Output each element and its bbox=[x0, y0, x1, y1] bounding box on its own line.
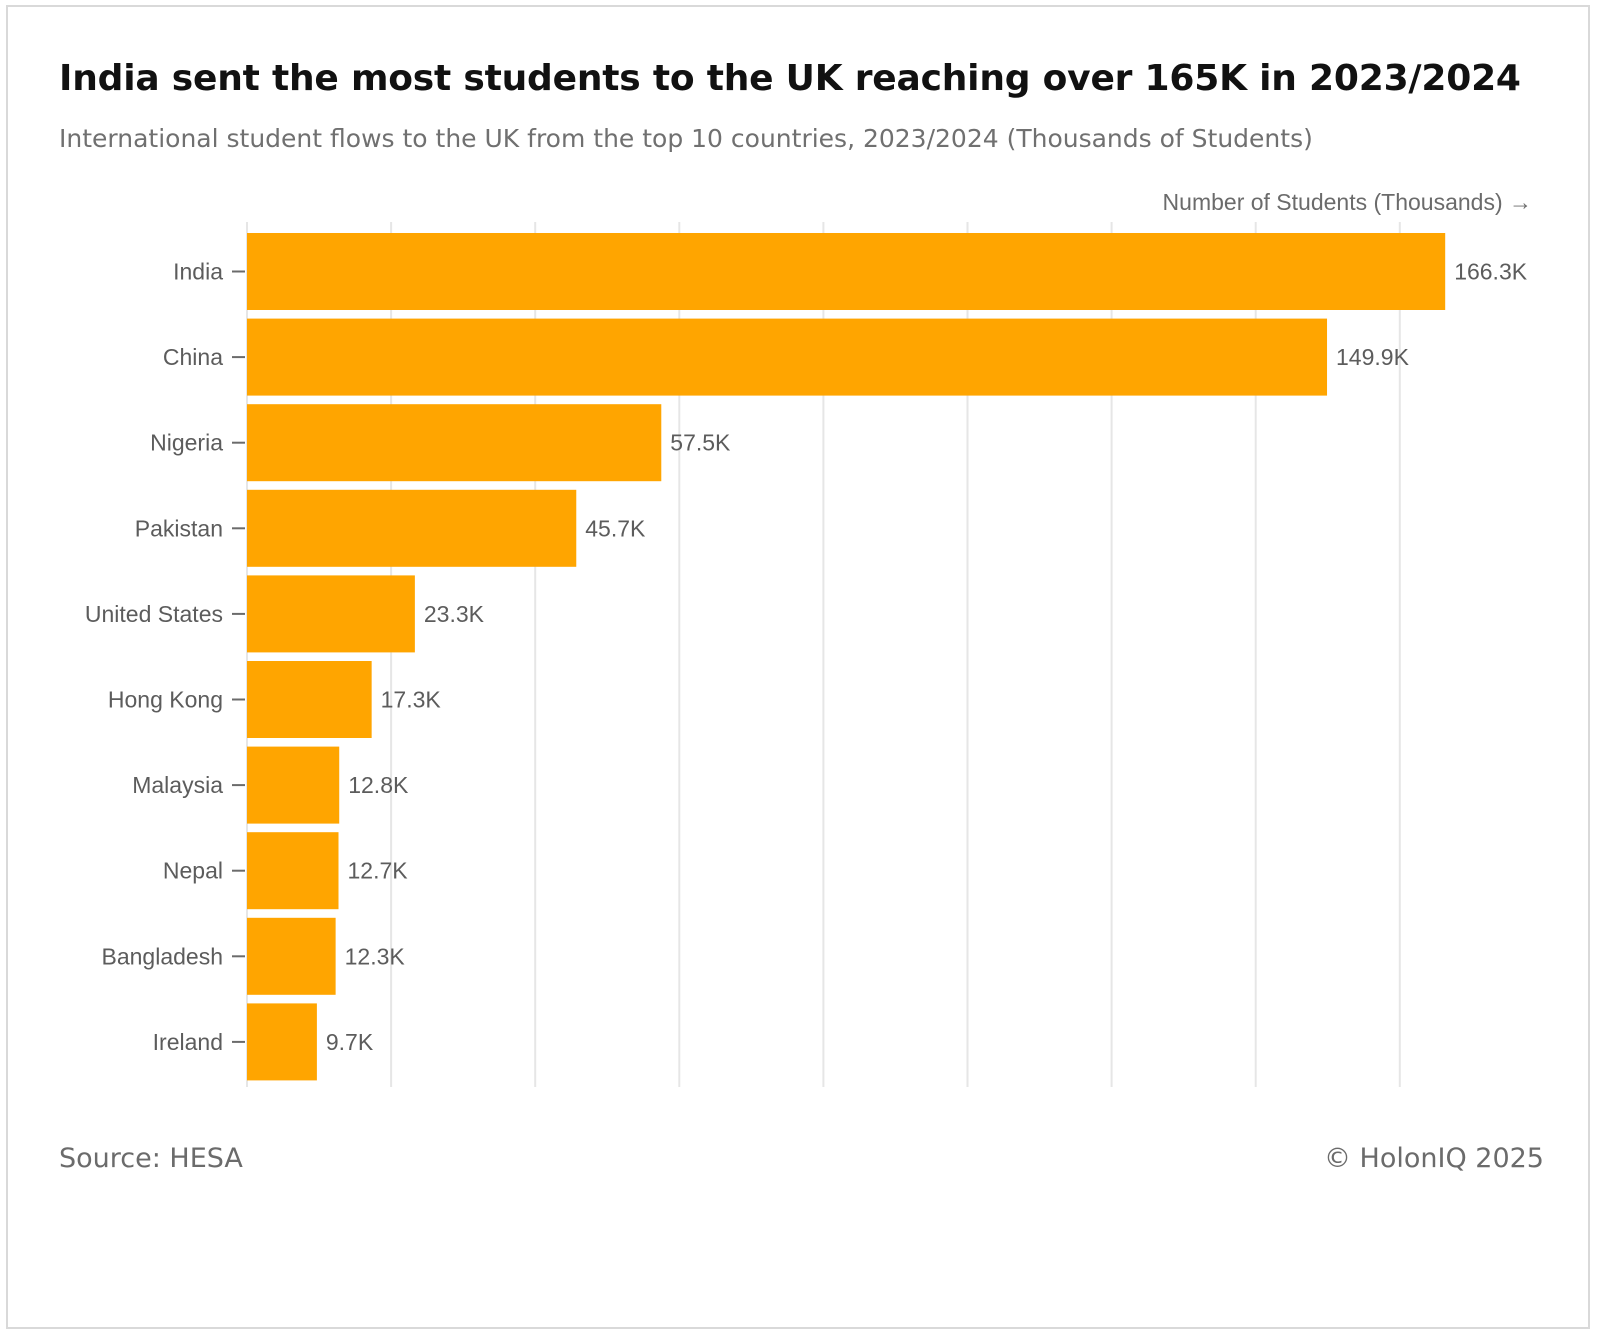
y-tick-label: Pakistan bbox=[135, 515, 223, 541]
bar-bangladesh bbox=[247, 917, 336, 995]
bars: India 166.3K China 149.9K Nigeria 57.5K Pakist… bbox=[85, 233, 1528, 1081]
y-tick-label: Bangladesh bbox=[102, 943, 224, 969]
data-label: 9.7K bbox=[326, 1029, 374, 1055]
data-label: 23.3K bbox=[424, 601, 485, 627]
chart-subtitle: International student flows to the UK fr… bbox=[59, 124, 1313, 153]
bar-hong-kong bbox=[247, 661, 372, 738]
data-label: 12.7K bbox=[348, 858, 409, 884]
data-label: 17.3K bbox=[381, 687, 442, 713]
bar-ireland bbox=[247, 1003, 317, 1081]
y-tick-label: China bbox=[163, 344, 223, 370]
chart-title: India sent the most students to the UK r… bbox=[59, 58, 1521, 99]
y-tick-label: India bbox=[173, 259, 223, 285]
y-tick-label: United States bbox=[85, 601, 223, 627]
y-tick-label: Hong Kong bbox=[108, 687, 223, 713]
y-tick-label: Malaysia bbox=[132, 772, 223, 798]
copyright-note: © HolonIQ 2025 bbox=[1323, 1143, 1544, 1174]
data-label: 12.3K bbox=[345, 943, 406, 969]
y-tick-label: Ireland bbox=[153, 1029, 223, 1055]
data-label: 149.9K bbox=[1336, 344, 1410, 370]
bar-pakistan bbox=[247, 489, 577, 567]
bar-nigeria bbox=[247, 404, 662, 482]
y-tick-label: Nigeria bbox=[150, 430, 223, 456]
bar-chart: Number of Students (Thousands) → India 16… bbox=[85, 189, 1532, 1087]
data-label: 166.3K bbox=[1454, 259, 1528, 285]
y-tick-label: Nepal bbox=[163, 858, 223, 884]
data-label: 45.7K bbox=[585, 515, 646, 541]
x-axis-title: Number of Students (Thousands) → bbox=[1163, 189, 1532, 215]
bar-india bbox=[247, 233, 1446, 310]
data-label: 12.8K bbox=[348, 772, 409, 798]
bar-united-states bbox=[247, 575, 415, 653]
bar-china bbox=[247, 318, 1328, 396]
source-note: Source: HESA bbox=[59, 1143, 243, 1174]
bar-malaysia bbox=[247, 746, 340, 824]
bar-nepal bbox=[247, 832, 339, 910]
data-label: 57.5K bbox=[670, 430, 731, 456]
